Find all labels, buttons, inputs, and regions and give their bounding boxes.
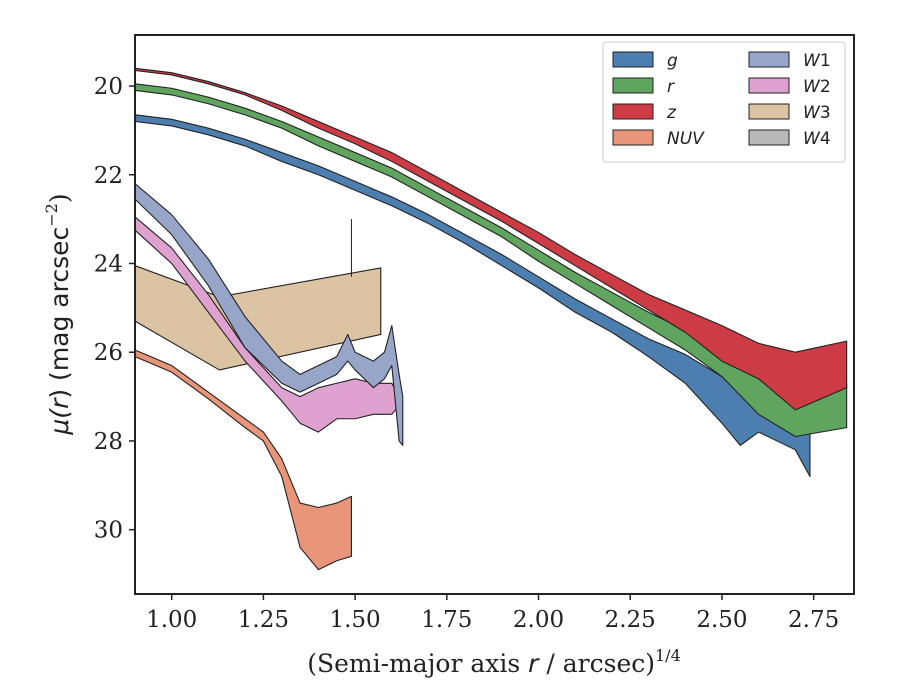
legend-label: NUV bbox=[667, 129, 705, 149]
x-tick-label: 1.00 bbox=[146, 607, 197, 633]
x-axis-label: (Semi-major axis r / arcsec)1/4 bbox=[307, 646, 681, 678]
legend-label: W4 bbox=[803, 129, 831, 149]
x-tick-label: 1.50 bbox=[329, 607, 380, 633]
legend-swatch bbox=[748, 51, 790, 68]
legend-swatch bbox=[612, 129, 654, 146]
y-tick-label: 24 bbox=[94, 251, 123, 277]
profile-bands bbox=[134, 67, 848, 571]
band-w1 bbox=[134, 183, 404, 446]
y-tick-label: 26 bbox=[94, 340, 123, 366]
legend-swatch bbox=[748, 129, 790, 146]
y-tick-label: 22 bbox=[94, 163, 123, 189]
x-tick-label: 2.75 bbox=[788, 607, 839, 633]
legend-swatch bbox=[612, 77, 654, 94]
legend-swatch bbox=[612, 103, 654, 120]
legend-swatch bbox=[748, 103, 790, 120]
legend-label: W2 bbox=[803, 77, 831, 97]
legend: grz NUV W1 W2 W3 W4 bbox=[602, 41, 846, 163]
plot-frame bbox=[134, 34, 855, 595]
band-z bbox=[134, 67, 848, 411]
band-g bbox=[134, 114, 811, 477]
y-tick-label: 20 bbox=[94, 74, 123, 100]
y-tick-label: 30 bbox=[94, 518, 123, 544]
legend-swatch bbox=[748, 77, 790, 94]
legend-label: W1 bbox=[803, 51, 831, 71]
y-tick-label: 28 bbox=[94, 429, 123, 455]
x-tick-label: 1.25 bbox=[238, 607, 289, 633]
y-axis-label: μ(r) (mag arcsec−2) bbox=[42, 193, 74, 435]
x-tick-label: 2.25 bbox=[605, 607, 656, 633]
legend-label: r bbox=[667, 77, 675, 97]
band-r bbox=[134, 83, 848, 438]
y-axis-ticks: 20 22 24 26 28 30 bbox=[94, 74, 135, 544]
legend-label: z bbox=[666, 103, 677, 123]
legend-swatch bbox=[612, 51, 654, 68]
x-tick-label: 2.50 bbox=[696, 607, 747, 633]
legend-label: g bbox=[667, 51, 678, 71]
x-tick-label: 2.00 bbox=[513, 607, 564, 633]
x-tick-label: 1.75 bbox=[421, 607, 472, 633]
legend-label: W3 bbox=[803, 103, 831, 123]
band-nuv bbox=[134, 349, 352, 571]
x-axis-ticks: 1.00 1.25 1.50 1.75 2.00 2.25 2.50 2.75 bbox=[146, 594, 839, 633]
